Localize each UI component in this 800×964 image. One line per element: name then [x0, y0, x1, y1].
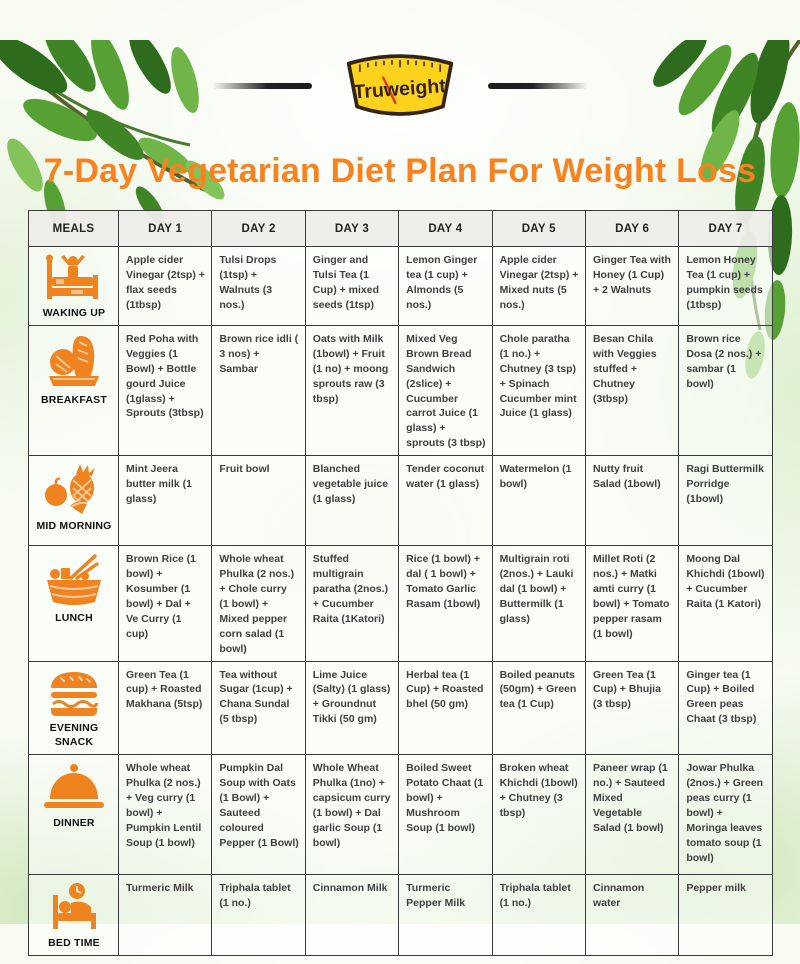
cell-dinner-day-4: Boiled Sweet Potato Chaat (1 bowl) + Mus… [398, 754, 493, 876]
cell-mid-morning-day-2: Fruit bowl [211, 455, 306, 547]
cell-bed-time-day-2: Triphala tablet (1 no.) [211, 874, 306, 957]
cell-dinner-day-1: Whole wheat Phulka (2 nos.) + Veg curry … [117, 754, 213, 876]
brand-strip: Truweight [0, 40, 800, 132]
cell-lunch-day-2: Whole wheat Phulka (2 nos.) + Chole curr… [211, 545, 306, 662]
cell-lunch-day-6: Millet Roti (2 nos.) + Matki amti curry … [584, 545, 680, 662]
cell-bed-time-day-3: Cinnamon Milk [304, 874, 400, 957]
cell-waking-up-day-1: Apple cider Vinegar (2tsp) + flax seeds … [117, 246, 213, 326]
left-divider-bar [212, 83, 312, 89]
cell-lunch-day-4: Rice (1 bowl) + dal ( 1 bowl) + Tomato G… [398, 545, 493, 662]
cell-evening-snack-day-2: Tea without Sugar (1cup) + Chana Sundal … [211, 660, 306, 756]
cell-breakfast-day-1: Red Poha with Veggies (1 Bowl) + Bottle … [117, 324, 213, 457]
header-day-1: DAY 1 [117, 210, 213, 247]
cell-dinner-day-2: Pumpkin Dal Soup with Oats (1 Bowl) + Sa… [211, 754, 306, 876]
cell-evening-snack-day-6: Green Tea (1 Cup) + Bhujia (3 tbsp) [584, 660, 680, 756]
bed-time-icon [53, 883, 96, 930]
cell-breakfast-day-6: Besan Chila with Veggies stuffed + Chutn… [584, 324, 680, 457]
meal-label-lunch: LUNCH [55, 612, 93, 625]
meal-label-bed-time: BED TIME [48, 937, 100, 950]
cell-mid-morning-day-6: Nutty fruit Salad (1bowl) [584, 455, 680, 547]
meal-header-breakfast: BREAKFAST [28, 324, 119, 457]
dinner-icon [44, 764, 104, 809]
meal-header-bed-time: BED TIME [28, 874, 119, 957]
meal-header-mid-morning: MID MORNING [28, 455, 119, 547]
header-day-7: DAY 7 [678, 210, 773, 247]
cell-evening-snack-day-3: Lime Juice (Salty) (1 glass) + Groundnut… [304, 660, 400, 756]
lunch-icon [47, 554, 101, 606]
cell-dinner-day-5: Broken wheat Khichdi (1bowl) + Chutney (… [491, 754, 586, 876]
table-row-breakfast: BREAKFAST Red Poha with Veggies (1 Bowl)… [28, 324, 773, 457]
cell-lunch-day-7: Moong Dal Khichdi (1bowl) + Cucumber Rai… [678, 545, 773, 662]
meal-label-dinner: DINNER [53, 817, 95, 830]
cell-mid-morning-day-1: Mint Jeera butter milk (1 glass) [117, 455, 213, 547]
cell-waking-up-day-5: Apple cider Vinegar (2tsp) + Mixed nuts … [491, 246, 586, 326]
meal-header-evening-snack: EVENING SNACK [28, 660, 119, 756]
table-row-dinner: DINNER Whole wheat Phulka (2 nos.) + Veg… [28, 754, 773, 876]
cell-bed-time-day-7: Pepper milk [678, 874, 773, 957]
meal-header-lunch: LUNCH [28, 545, 119, 662]
evening-snack-icon [51, 671, 99, 716]
header-day-4: DAY 4 [398, 210, 493, 247]
cell-dinner-day-7: Jowar Phulka (2nos.) + Green peas curry … [678, 754, 773, 876]
cell-evening-snack-day-1: Green Tea (1 cup) + Roasted Makhana (5ts… [117, 660, 213, 756]
cell-waking-up-day-6: Ginger Tea with Honey (1 Cup) + 2 Walnut… [584, 246, 680, 326]
cell-breakfast-day-2: Brown rice idli ( 3 nos) + Sambar [211, 324, 306, 457]
header-meals: MEALS [28, 210, 119, 247]
cell-mid-morning-day-5: Watermelon (1 bowl) [491, 455, 586, 547]
header-day-2: DAY 2 [211, 210, 306, 247]
table-row-lunch: LUNCH Brown Rice (1 bowl) + Kosumber (1 … [28, 545, 773, 662]
cell-breakfast-day-5: Chole paratha (1 no.) + Chutney (3 tsp) … [491, 324, 586, 457]
meal-header-dinner: DINNER [28, 754, 119, 876]
cell-dinner-day-3: Whole Wheat Phulka (1no) + capsicum curr… [304, 754, 400, 876]
header-day-3: DAY 3 [304, 210, 400, 247]
cell-breakfast-day-4: Mixed Veg Brown Bread Sandwich (2slice) … [398, 324, 493, 457]
cell-breakfast-day-7: Brown rice Dosa (2 nos.) + sambar (1 bow… [678, 324, 773, 457]
meal-label-waking-up: WAKING UP [42, 307, 106, 319]
cell-evening-snack-day-5: Boiled peanuts (50gm) + Green tea (1 Cup… [491, 660, 586, 756]
right-divider-bar [488, 83, 588, 89]
cell-breakfast-day-3: Oats with Milk (1bowl) + Fruit (1 no) + … [304, 324, 400, 457]
cell-waking-up-day-4: Lemon Ginger tea (1 cup) + Almonds (5 no… [398, 246, 493, 326]
meal-label-mid-morning: MID MORNING [36, 520, 112, 533]
table-row-waking-up: WAKING UP Apple cider Vinegar (2tsp) + f… [28, 246, 773, 326]
cell-mid-morning-day-4: Tender coconut water (1 glass) [398, 455, 493, 547]
waking-up-icon [46, 254, 98, 299]
cell-mid-morning-day-7: Ragi Buttermilk Porridge (1bowl) [678, 455, 773, 547]
meal-header-waking-up: WAKING UP [28, 246, 119, 326]
cell-waking-up-day-3: Ginger and Tulsi Tea (1 Cup) + mixed see… [304, 246, 400, 326]
cell-waking-up-day-2: Tulsi Drops (1tsp) + Walnuts (3 nos.) [211, 246, 306, 326]
cell-bed-time-day-6: Cinnamon water [584, 874, 680, 957]
table-row-bed-time: BED TIME Turmeric Milk Triphala tablet (… [28, 874, 773, 957]
table-header-row: MEALS DAY 1 DAY 2 DAY 3 DAY 4 DAY 5 DAY … [28, 210, 773, 247]
cell-lunch-day-1: Brown Rice (1 bowl) + Kosumber (1 bowl) … [117, 545, 213, 662]
cell-bed-time-day-4: Turmeric Pepper Milk [398, 874, 493, 957]
scale-needle [381, 76, 397, 105]
cell-evening-snack-day-7: Ginger tea (1 Cup) + Boiled Green peas C… [678, 660, 773, 756]
cell-lunch-day-3: Stuffed multigrain paratha (2nos.) + Cuc… [304, 545, 400, 662]
cell-bed-time-day-1: Turmeric Milk [117, 874, 213, 957]
header-day-5: DAY 5 [491, 210, 586, 247]
breakfast-icon [49, 335, 99, 386]
page-title: 7-Day Vegetarian Diet Plan For Weight Lo… [43, 152, 757, 190]
meal-label-breakfast: BREAKFAST [41, 393, 107, 406]
cell-dinner-day-6: Paneer wrap (1 no.) + Sauteed Mixed Vege… [584, 754, 680, 876]
cell-evening-snack-day-4: Herbal tea (1 Cup) + Roasted bhel (50 gm… [398, 660, 493, 756]
table-row-evening-snack: EVENING SNACK Green Tea (1 cup) + Roaste… [28, 660, 773, 756]
diet-plan-table: MEALS DAY 1 DAY 2 DAY 3 DAY 4 DAY 5 DAY … [28, 210, 773, 957]
cell-mid-morning-day-3: Blanched vegetable juice (1 glass) [304, 455, 400, 547]
truweight-logo: Truweight [346, 54, 454, 116]
meal-label-evening-snack: EVENING SNACK [49, 721, 99, 749]
mid-morning-icon [45, 464, 95, 515]
header-day-6: DAY 6 [584, 210, 680, 247]
cell-waking-up-day-7: Lemon Honey Tea (1 cup) + pumpkin seeds … [678, 246, 773, 326]
cell-lunch-day-5: Multigrain roti (2nos.) + Lauki dal (1 b… [491, 545, 586, 662]
cell-bed-time-day-5: Triphala tablet (1 no.) [491, 874, 586, 957]
table-row-mid-morning: MID MORNING Mint Jeera butter milk (1 gl… [28, 455, 773, 547]
